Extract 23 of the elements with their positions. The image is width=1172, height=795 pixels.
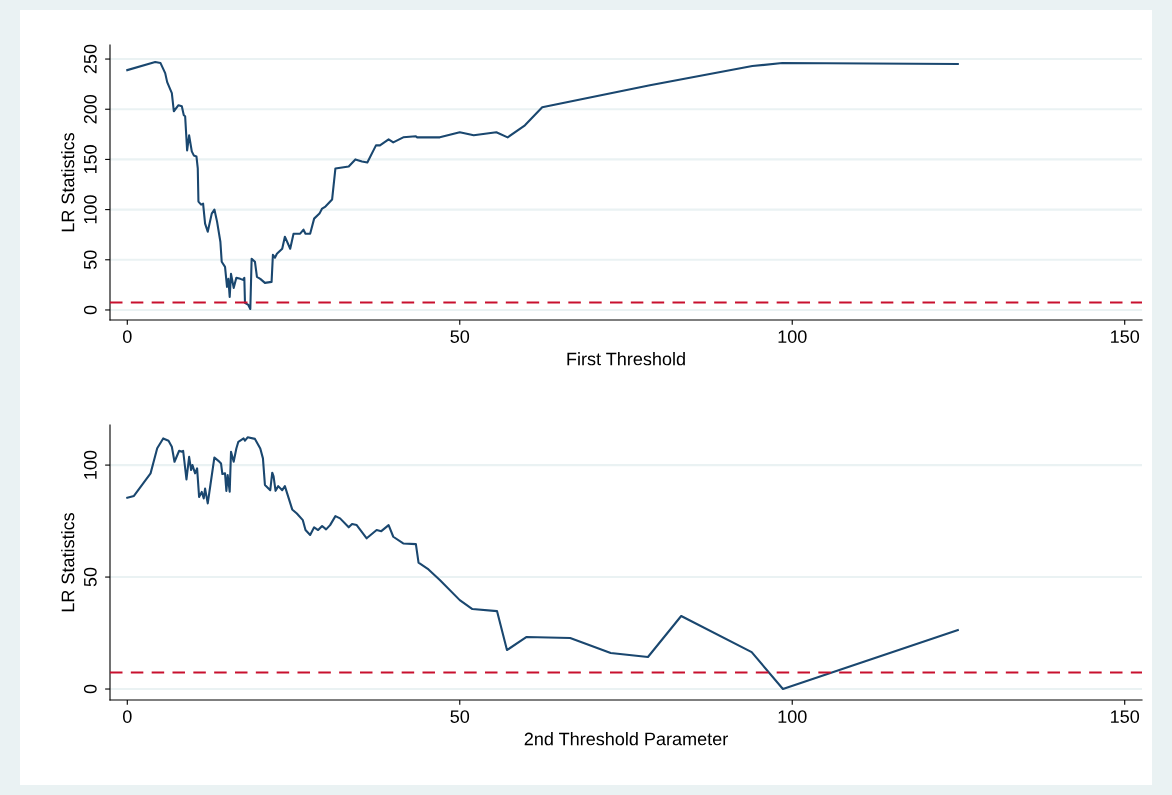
x-axis-title: First Threshold [567,352,685,366]
line-series [126,436,959,691]
x-tick-label: 150 [1111,710,1140,723]
y-tick-label: 100 [83,450,97,479]
y-axis-title: LR Statistics [61,512,75,612]
x-tick-label: 150 [1111,330,1140,343]
x-tick-label: 0 [122,330,132,343]
y-tick-label: 50 [83,250,97,270]
x-axis-title: 2nd Threshold Parameter [524,732,728,746]
y-tick-label: 150 [83,145,97,174]
x-tick-label: 50 [450,710,470,723]
x-tick-label: 0 [122,710,132,723]
y-tick-label: 0 [83,305,97,315]
y-tick-label: 200 [83,94,97,124]
x-tick-label: 100 [778,330,807,343]
x-tick-label: 100 [778,710,807,723]
x-tick-label: 50 [450,330,470,343]
line-series [126,61,959,310]
y-tick-label: 250 [83,44,97,74]
y-tick-label: 0 [83,684,97,694]
y-tick-label: 100 [83,195,97,224]
y-tick-label: 50 [83,567,97,587]
y-axis-title: LR Statistics [61,132,75,232]
